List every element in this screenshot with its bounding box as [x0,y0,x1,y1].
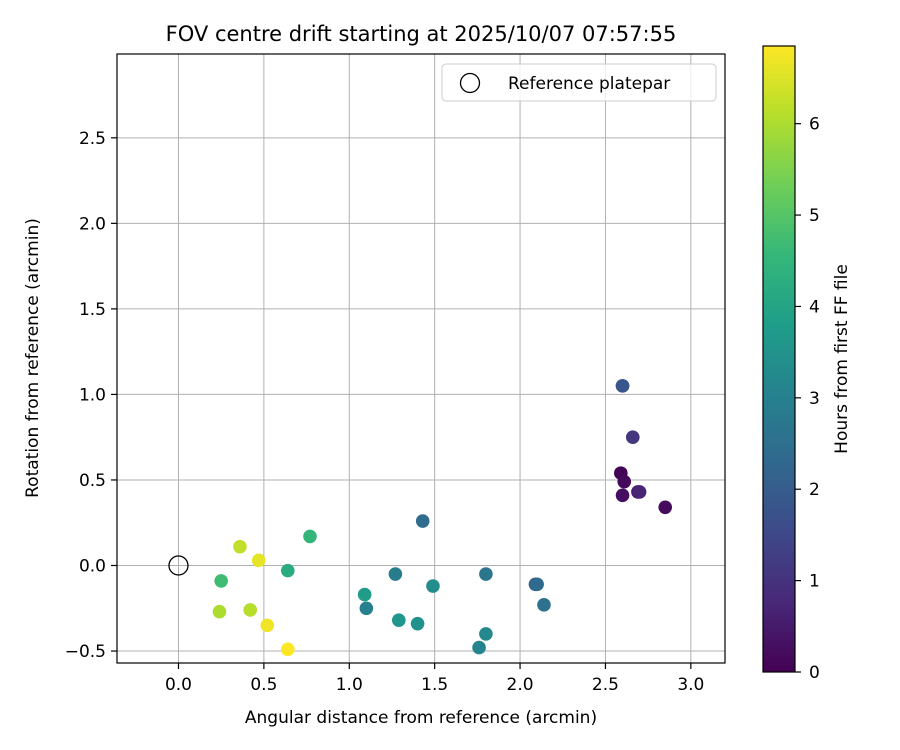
data-point [615,379,630,393]
grid-lines [117,54,725,663]
colorbar: 0 1 2 3 4 5 6 Hours from first FF file [762,45,852,683]
colorbar-tick-label: 2 [809,480,820,500]
colorbar-tick-label: 3 [809,389,820,409]
data-point [359,601,374,616]
colorbar-tick-label: 1 [809,572,820,592]
x-axis-ticks: 0.0 0.5 1.0 1.5 2.0 2.5 3.0 [165,663,704,695]
data-point [214,574,228,588]
data-points [168,379,673,657]
colorbar-ticks: 0 1 2 3 4 5 6 [795,115,820,683]
data-point [280,642,295,657]
chart-title: FOV centre drift starting at 2025/10/07 … [166,22,677,46]
x-tick-label: 3.0 [677,675,704,695]
plot-frame [116,53,726,664]
x-tick-label: 2.0 [507,675,534,695]
data-point [260,618,275,633]
data-point [530,577,544,592]
y-tick-label: −0.5 [65,642,106,662]
y-tick-label: 0.0 [79,556,106,576]
x-tick-label: 2.5 [592,675,619,695]
colorbar-tick-label: 4 [809,297,820,317]
data-point [632,485,647,499]
data-point [472,640,486,655]
legend-label: Reference platepar [508,74,670,94]
x-axis-label: Angular distance from reference (arcmin) [245,708,597,728]
legend-reference-marker [459,72,481,94]
data-point [388,567,403,581]
data-point [251,553,266,568]
legend: Reference platepar [441,63,717,102]
colorbar-label: Hours from first FF file [832,264,852,454]
data-point [479,627,493,641]
x-tick-label: 1.0 [336,675,363,695]
colorbar-tick-label: 0 [809,663,820,683]
x-tick-label: 0.5 [250,675,277,695]
colorbar-gradient [763,46,795,672]
data-point [615,488,630,503]
data-point [212,604,227,619]
data-point [537,598,551,612]
data-point [233,539,247,554]
legend-box [441,63,717,102]
y-axis-ticks: −0.5 0.0 0.5 1.0 1.5 2.0 2.5 [65,129,117,662]
colorbar-frame [762,45,796,673]
y-tick-label: 1.0 [79,385,106,405]
data-point [617,474,632,489]
reference-platepar-marker [168,555,189,576]
data-point [658,500,673,515]
data-point [391,613,406,628]
data-point [426,579,440,593]
data-point [479,567,493,581]
y-axis-label: Rotation from reference (arcmin) [23,218,43,498]
y-tick-label: 0.5 [79,471,106,491]
y-tick-label: 2.5 [79,129,106,149]
data-point [357,587,372,602]
data-point [243,603,258,617]
x-tick-label: 1.5 [421,675,448,695]
data-point [280,563,295,578]
data-point [410,616,425,631]
data-point [415,514,430,528]
y-tick-label: 2.0 [79,214,106,234]
data-point [303,529,317,544]
x-tick-label: 0.0 [165,675,192,695]
y-tick-label: 1.5 [79,300,106,320]
colorbar-tick-label: 5 [809,206,820,226]
data-point [625,430,640,444]
colorbar-tick-label: 6 [809,115,820,135]
